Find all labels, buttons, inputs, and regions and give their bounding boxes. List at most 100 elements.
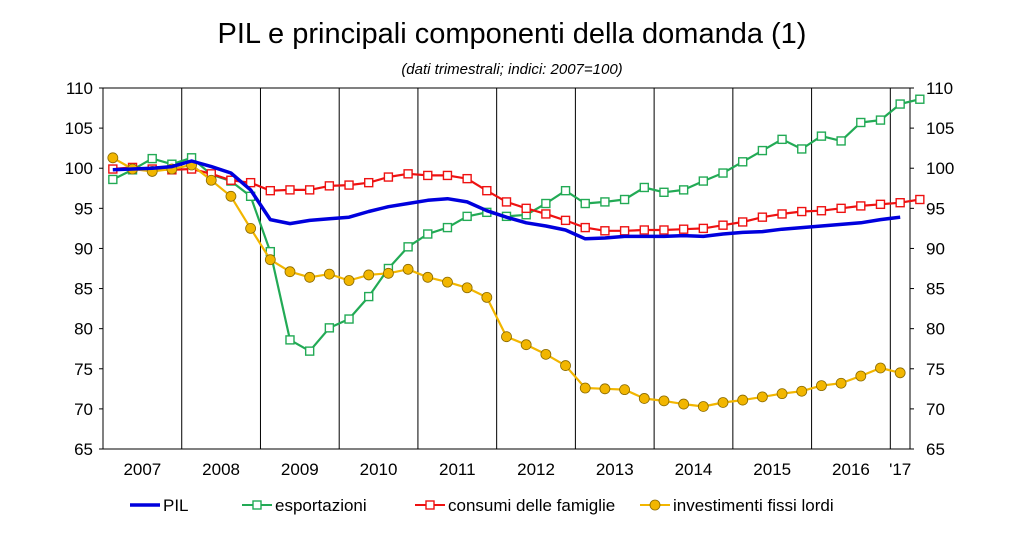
data-point (147, 153, 157, 164)
data-point (698, 176, 709, 186)
y-tick-label-right: 70 (926, 400, 945, 419)
data-point (619, 384, 630, 396)
data-point (895, 198, 905, 208)
data-point (895, 99, 905, 109)
data-point (757, 212, 768, 222)
data-point (816, 131, 827, 141)
y-tick-label-left: 75 (74, 360, 93, 379)
data-point (619, 226, 630, 236)
y-tick-label-right: 75 (926, 360, 945, 379)
data-point (265, 185, 276, 196)
legend-label: PIL (163, 496, 189, 515)
data-point (796, 385, 808, 397)
data-point (560, 185, 571, 196)
x-year-label: 2015 (753, 460, 791, 479)
data-point (580, 222, 590, 233)
plot-frame (102, 87, 911, 450)
data-point (107, 152, 119, 164)
data-point (264, 254, 276, 266)
data-point (639, 225, 649, 235)
legend-label: investimenti fissi lordi (673, 496, 834, 515)
data-point (285, 185, 295, 195)
data-point (402, 263, 414, 275)
y-tick-label-right: 80 (926, 320, 945, 339)
legend-item-consumi-delle-famiglie: consumi delle famiglie (415, 496, 615, 515)
data-point (718, 168, 728, 178)
legend-swatch-marker (252, 500, 262, 510)
data-point (659, 187, 669, 197)
data-point (756, 391, 768, 403)
data-point (580, 198, 590, 209)
y-tick-label-left: 85 (74, 280, 93, 299)
legend-swatch-marker (649, 499, 661, 511)
x-year-label: '17 (889, 460, 911, 479)
data-point (678, 398, 690, 410)
data-point (285, 335, 295, 345)
data-point (226, 175, 236, 185)
data-point (560, 215, 571, 226)
data-point (659, 225, 669, 235)
y-tick-label-left: 70 (74, 400, 93, 419)
y-tick-label-left: 110 (66, 79, 93, 98)
data-point (245, 222, 257, 234)
data-point (205, 174, 217, 186)
data-point (324, 181, 335, 191)
y-tick-label-right: 100 (926, 159, 954, 178)
data-point (501, 197, 512, 207)
data-point (520, 339, 532, 351)
data-point (776, 388, 788, 400)
data-point (875, 199, 886, 210)
data-point (442, 276, 453, 288)
data-point (304, 346, 315, 356)
data-point (835, 377, 847, 389)
data-point (638, 393, 650, 404)
data-point (678, 185, 689, 195)
y-tick-label-left: 80 (74, 320, 93, 339)
data-point (875, 362, 886, 374)
data-point (540, 348, 552, 360)
data-point (856, 117, 866, 128)
chart-subtitle: (dati trimestrali; indici: 2007=100) (401, 61, 623, 78)
legend-item-PIL: PIL (130, 496, 189, 515)
series-investimenti-fissi-lordi (107, 152, 906, 412)
data-point (461, 282, 473, 294)
data-point (423, 229, 433, 239)
series-line-esportazioni (112, 98, 921, 353)
data-point (225, 190, 237, 202)
data-point (894, 367, 906, 379)
x-year-label: 2009 (281, 460, 319, 479)
data-point (875, 115, 886, 125)
data-point (856, 201, 866, 211)
data-point (619, 194, 630, 205)
data-point (521, 203, 531, 214)
x-year-label: 2016 (832, 460, 870, 479)
data-point (323, 268, 335, 280)
data-point (915, 94, 925, 104)
series-PIL (112, 159, 901, 241)
data-point (108, 174, 118, 185)
data-point (915, 194, 925, 205)
y-tick-label-left: 90 (74, 239, 93, 258)
y-tick-label-left: 95 (74, 199, 93, 218)
data-point (462, 211, 472, 222)
y-tick-label-left: 65 (74, 440, 93, 459)
data-point (600, 197, 610, 207)
data-point (343, 275, 355, 286)
data-point (600, 226, 610, 236)
data-point (777, 134, 787, 145)
legend-item-investimenti-fissi-lordi: investimenti fissi lordi (640, 496, 834, 515)
data-point (816, 380, 827, 392)
data-point (422, 271, 434, 283)
x-year-label: 2012 (517, 460, 555, 479)
data-point (462, 173, 472, 184)
data-point (836, 203, 846, 214)
data-point (777, 209, 787, 219)
legend-swatch-marker (425, 500, 435, 510)
data-point (797, 144, 807, 154)
data-point (501, 331, 512, 343)
x-year-label: 2007 (123, 460, 161, 479)
data-point (304, 185, 315, 195)
data-point (737, 394, 749, 406)
data-point (718, 220, 728, 230)
